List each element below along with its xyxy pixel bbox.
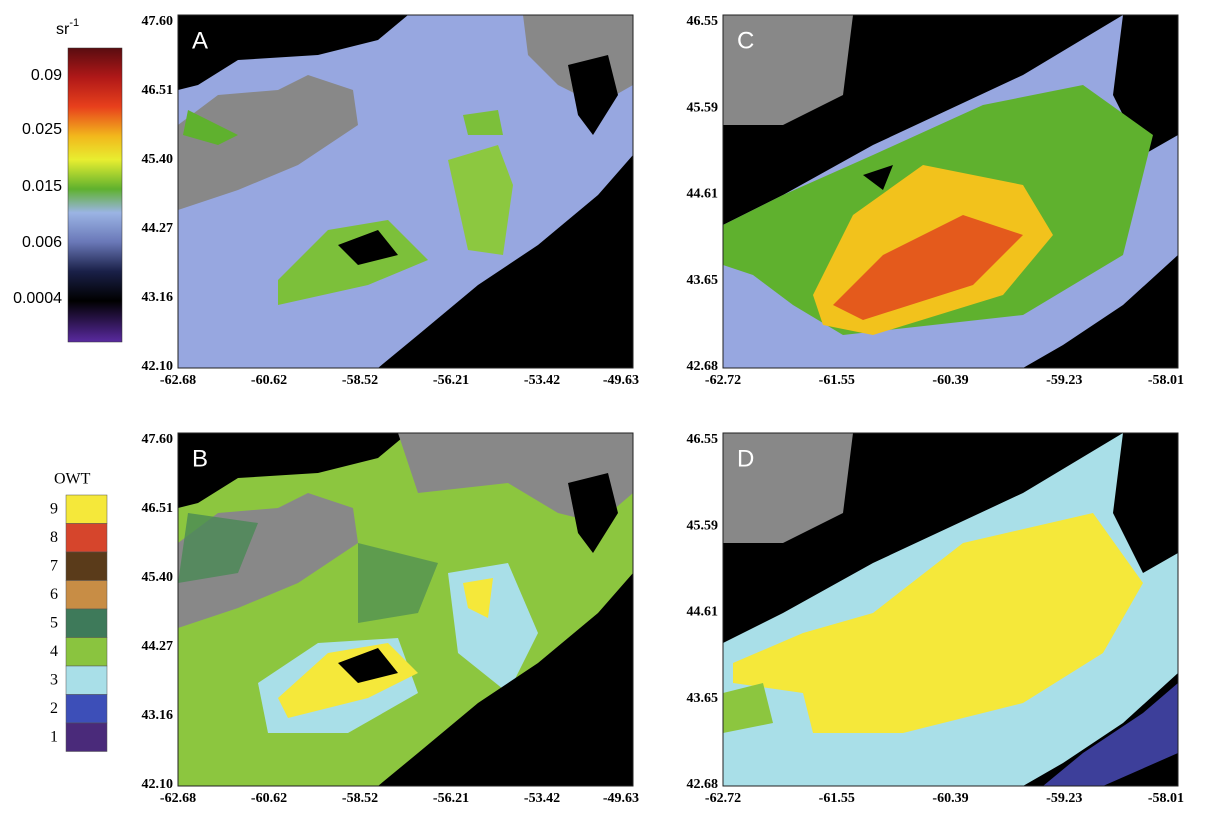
owt-title: OWT <box>54 471 91 488</box>
owt-legend: 9 8 7 6 5 4 3 2 1 <box>50 495 107 752</box>
y-tick-label: 44.61 <box>687 605 719 620</box>
unit: sr <box>56 21 70 38</box>
colorbar <box>68 48 122 342</box>
colorbar-label: 0.09 <box>31 67 62 84</box>
owt-swatch <box>66 723 107 752</box>
y-tick-label: 43.16 <box>142 290 174 305</box>
owt-class: 3 <box>50 672 58 689</box>
y-tick-label: 46.51 <box>142 83 174 98</box>
x-tick-label: -62.72 <box>705 373 741 388</box>
panel-label: A <box>192 27 208 54</box>
y-tick-label: 46.51 <box>142 501 174 516</box>
owt-swatch <box>66 552 107 581</box>
x-tick-label: -58.52 <box>342 373 378 388</box>
x-tick-label: -60.39 <box>932 791 968 806</box>
map-d <box>723 433 1178 786</box>
x-tick-label: -58.01 <box>1148 373 1184 388</box>
colorbar-labels: 0.09 0.025 0.015 0.006 0.0004 <box>13 67 62 307</box>
x-tick-label: -49.63 <box>603 791 639 806</box>
owt-class: 4 <box>50 643 58 660</box>
y-tick-label: 44.61 <box>687 187 719 202</box>
owt-class: 7 <box>50 558 58 575</box>
colorbar-label: 0.0004 <box>13 290 62 307</box>
colorbar-label: 0.025 <box>22 121 62 138</box>
y-tick-label: 45.59 <box>687 100 719 115</box>
y-tick-label: 42.68 <box>687 359 719 374</box>
owt-class: 6 <box>50 586 58 603</box>
y-tick-label: 43.65 <box>687 273 719 288</box>
owt-class: 5 <box>50 615 58 632</box>
panel-label: B <box>192 445 208 472</box>
owt-class: 2 <box>50 700 58 717</box>
map-c <box>723 15 1178 368</box>
y-tick-label: 45.59 <box>687 518 719 533</box>
y-tick-label: 42.10 <box>142 777 174 792</box>
x-tick-label: -61.55 <box>819 791 855 806</box>
map-a <box>178 15 633 368</box>
x-tick-label: -53.42 <box>524 373 560 388</box>
x-tick-label: -49.63 <box>603 373 639 388</box>
x-tick-label: -62.72 <box>705 791 741 806</box>
colorbar-label: 0.006 <box>22 234 62 251</box>
y-tick-label: 42.10 <box>142 359 174 374</box>
x-tick-label: -53.42 <box>524 791 560 806</box>
x-tick-label: -61.55 <box>819 373 855 388</box>
panel-label: C <box>737 27 754 54</box>
owt-swatch <box>66 581 107 610</box>
owt-swatch <box>66 638 107 667</box>
x-tick-label: -59.23 <box>1046 791 1082 806</box>
x-tick-label: -60.39 <box>932 373 968 388</box>
x-tick-label: -56.21 <box>433 373 469 388</box>
owt-swatch <box>66 695 107 724</box>
y-tick-label: 47.60 <box>142 14 174 29</box>
owt-class: 9 <box>50 501 58 518</box>
y-tick-label: 47.60 <box>142 432 174 447</box>
y-tick-label: 46.55 <box>687 432 719 447</box>
colorbar-unit: sr-1 <box>56 17 79 38</box>
y-tick-label: 45.40 <box>142 570 174 585</box>
owt-swatch <box>66 495 107 524</box>
figure: sr-1 0.09 0.025 0.015 0.006 0.0004 OWT 9 8 7 6 5… <box>0 0 1207 819</box>
colorbar-label: 0.015 <box>22 178 62 195</box>
panel-label: D <box>737 445 754 472</box>
map-b <box>178 433 633 786</box>
unit-exponent: -1 <box>69 17 79 29</box>
y-tick-label: 43.65 <box>687 691 719 706</box>
owt-swatch <box>66 609 107 638</box>
owt-class: 1 <box>50 729 58 746</box>
x-tick-label: -60.62 <box>251 373 287 388</box>
y-tick-label: 44.27 <box>142 639 174 654</box>
y-tick-label: 45.40 <box>142 152 174 167</box>
owt-swatch <box>66 524 107 553</box>
x-tick-label: -56.21 <box>433 791 469 806</box>
owt-swatch <box>66 666 107 695</box>
y-tick-label: 44.27 <box>142 221 174 236</box>
x-tick-label: -58.01 <box>1148 791 1184 806</box>
x-tick-label: -60.62 <box>251 791 287 806</box>
owt-class: 8 <box>50 529 58 546</box>
x-tick-label: -59.23 <box>1046 373 1082 388</box>
page: {"colorbar": {"unit": "sr", "unit_expone… <box>0 0 1207 819</box>
x-tick-label: -62.68 <box>160 373 196 388</box>
y-tick-label: 43.16 <box>142 708 174 723</box>
x-tick-label: -58.52 <box>342 791 378 806</box>
y-tick-label: 42.68 <box>687 777 719 792</box>
y-tick-label: 46.55 <box>687 14 719 29</box>
x-tick-label: -62.68 <box>160 791 196 806</box>
